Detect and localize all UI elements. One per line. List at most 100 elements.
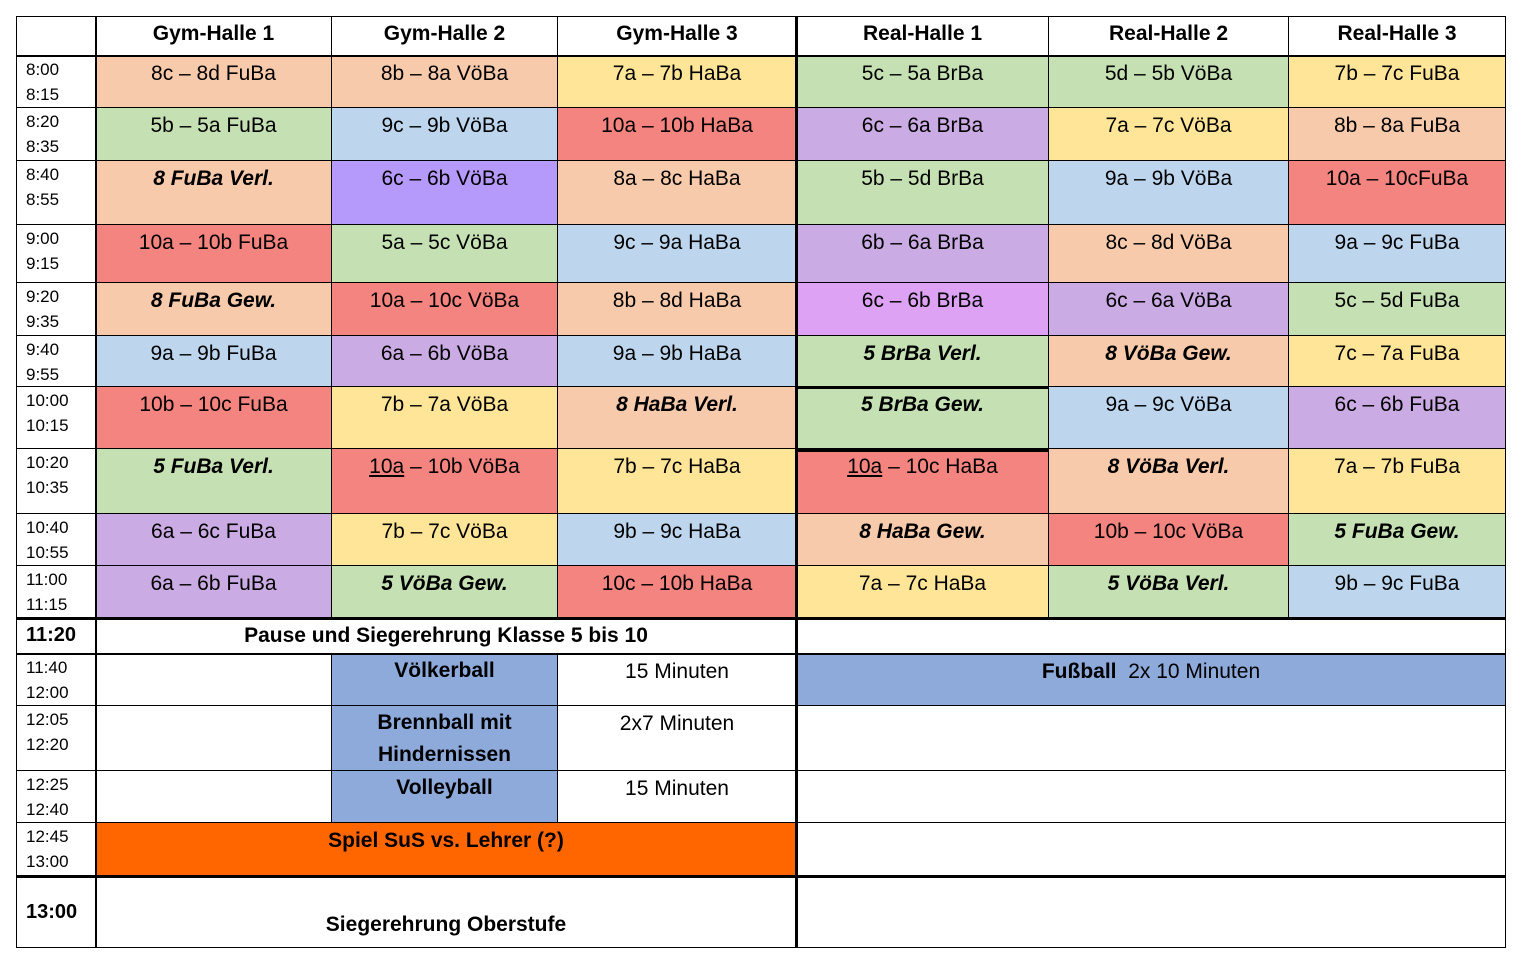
match-cell: 7b – 7c VöBa <box>332 514 558 566</box>
match-cell: 8 FuBa Verl. <box>96 161 332 225</box>
time-slot: 8:40 8:55 <box>16 161 96 225</box>
final-right-duration: 2x 10 Minuten <box>1116 660 1261 683</box>
final-sport: Völkerball <box>332 654 558 706</box>
match-cell: 6c – 6b BrBa <box>797 283 1049 336</box>
match-cell: 5 FuBa Gew. <box>1289 514 1506 566</box>
match-cell: 10a – 10c HaBa <box>797 449 1049 514</box>
pause-label: Pause und Siegerehrung Klasse 5 bis 10 <box>96 618 797 654</box>
final-right <box>797 706 1506 771</box>
match-cell: 6c – 6a VöBa <box>1049 283 1289 336</box>
empty-cell <box>96 771 332 823</box>
time-slot: 9:00 9:15 <box>16 225 96 283</box>
match-cell: 5 BrBa Gew. <box>797 387 1049 449</box>
ceremony-separator <box>16 875 1506 878</box>
match-cell: 6a – 6b FuBa <box>96 566 332 618</box>
match-cell: 8a – 8c HaBa <box>558 161 797 225</box>
column-header-6: Real-Halle 3 <box>1289 16 1506 56</box>
match-cell: 9a – 9b VöBa <box>1049 161 1289 225</box>
time-slot: 11:00 11:15 <box>16 566 96 618</box>
match-cell: 9a – 9b FuBa <box>96 336 332 387</box>
final-duration: 15 Minuten <box>558 654 797 706</box>
match-cell: 10a – 10b VöBa <box>332 449 558 514</box>
column-header-1: Gym-Halle 1 <box>96 16 332 56</box>
gym-real-separator <box>795 16 798 948</box>
match-cell: 5 BrBa Verl. <box>797 336 1049 387</box>
match-cell: 9a – 9b HaBa <box>558 336 797 387</box>
match-cell: 5b – 5d BrBa <box>797 161 1049 225</box>
match-cell: 8 VöBa Verl. <box>1049 449 1289 514</box>
match-cell: 5c – 5d FuBa <box>1289 283 1506 336</box>
empty-cell <box>96 706 332 771</box>
match-cell: 8 FuBa Gew. <box>96 283 332 336</box>
match-cell: 8 VöBa Gew. <box>1049 336 1289 387</box>
column-header-5: Real-Halle 2 <box>1049 16 1289 56</box>
match-cell: 5 VöBa Verl. <box>1049 566 1289 618</box>
match-cell: 7b – 7c FuBa <box>1289 56 1506 108</box>
match-cell: 9a – 9c VöBa <box>1049 387 1289 449</box>
time-column-separator <box>95 16 97 948</box>
match-cell: 10b – 10c VöBa <box>1049 514 1289 566</box>
match-cell: 6a – 6c FuBa <box>96 514 332 566</box>
match-cell: 10c – 10b HaBa <box>558 566 797 618</box>
match-cell: 8c – 8d VöBa <box>1049 225 1289 283</box>
match-cell: 6c – 6b FuBa <box>1289 387 1506 449</box>
pause-time: 11:20 <box>16 618 96 654</box>
empty-cell <box>797 876 1506 948</box>
underlined-class: 10a <box>369 455 405 478</box>
match-cell: 8 HaBa Verl. <box>558 387 797 449</box>
match-cell: 6c – 6a BrBa <box>797 108 1049 161</box>
match-cell: 5c – 5a BrBa <box>797 56 1049 108</box>
match-cell: 7a – 7b FuBa <box>1289 449 1506 514</box>
final-right: Fußball 2x 10 Minuten <box>797 654 1506 706</box>
time-slot: 12:45 13:00 <box>16 823 96 876</box>
match-rest: – 10b VöBa <box>404 455 520 478</box>
match-cell: 10b – 10c FuBa <box>96 387 332 449</box>
match-cell: 6c – 6b VöBa <box>332 161 558 225</box>
final-duration: 2x7 Minuten <box>558 706 797 771</box>
final-duration: 15 Minuten <box>558 771 797 823</box>
match-cell: 10a – 10b FuBa <box>96 225 332 283</box>
match-cell: 10a – 10c VöBa <box>332 283 558 336</box>
empty-cell <box>797 823 1506 876</box>
pause-separator-bottom <box>16 653 1506 655</box>
final-right <box>797 771 1506 823</box>
column-header-2: Gym-Halle 2 <box>332 16 558 56</box>
header-corner <box>16 16 96 56</box>
pause-right <box>797 618 1506 654</box>
time-slot: 12:05 12:20 <box>16 706 96 771</box>
match-cell: 10a – 10b HaBa <box>558 108 797 161</box>
time-slot: 9:20 9:35 <box>16 283 96 336</box>
haba-group-separator <box>797 448 1049 452</box>
time-slot: 9:40 9:55 <box>16 336 96 387</box>
ceremony-time: 13:00 <box>16 876 96 948</box>
time-slot: 11:40 12:00 <box>16 654 96 706</box>
match-cell: 8b – 8a FuBa <box>1289 108 1506 161</box>
time-slot: 8:20 8:35 <box>16 108 96 161</box>
ceremony-label: Siegerehrung Oberstufe <box>96 876 797 948</box>
final-right-sport: Fußball <box>1041 660 1117 683</box>
match-cell: 7c – 7a FuBa <box>1289 336 1506 387</box>
match-cell: 5 VöBa Gew. <box>332 566 558 618</box>
match-cell: 7a – 7c VöBa <box>1049 108 1289 161</box>
match-cell: 5b – 5a FuBa <box>96 108 332 161</box>
time-slot: 10:00 10:15 <box>16 387 96 449</box>
match-cell: 9a – 9c FuBa <box>1289 225 1506 283</box>
match-cell: 7a – 7b HaBa <box>558 56 797 108</box>
pause-separator-top <box>16 617 1506 620</box>
match-cell: 5 FuBa Verl. <box>96 449 332 514</box>
header-separator <box>16 55 1506 57</box>
match-cell: 9c – 9b VöBa <box>332 108 558 161</box>
time-slot: 12:25 12:40 <box>16 771 96 823</box>
match-cell: 8b – 8a VöBa <box>332 56 558 108</box>
final-sport: Brennball mit Hindernissen <box>332 706 558 771</box>
match-cell: 9c – 9a HaBa <box>558 225 797 283</box>
column-header-4: Real-Halle 1 <box>797 16 1049 56</box>
teachers-game-label: Spiel SuS vs. Lehrer (?) <box>96 823 797 876</box>
schedule-table: Gym-Halle 1 Gym-Halle 2 Gym-Halle 3 Real-Ha… <box>16 16 1506 948</box>
time-slot: 10:40 10:55 <box>16 514 96 566</box>
time-slot: 8:00 8:15 <box>16 56 96 108</box>
match-cell: 10a – 10cFuBa <box>1289 161 1506 225</box>
match-cell: 7b – 7c HaBa <box>558 449 797 514</box>
match-cell: 8 HaBa Gew. <box>797 514 1049 566</box>
match-cell: 5a – 5c VöBa <box>332 225 558 283</box>
